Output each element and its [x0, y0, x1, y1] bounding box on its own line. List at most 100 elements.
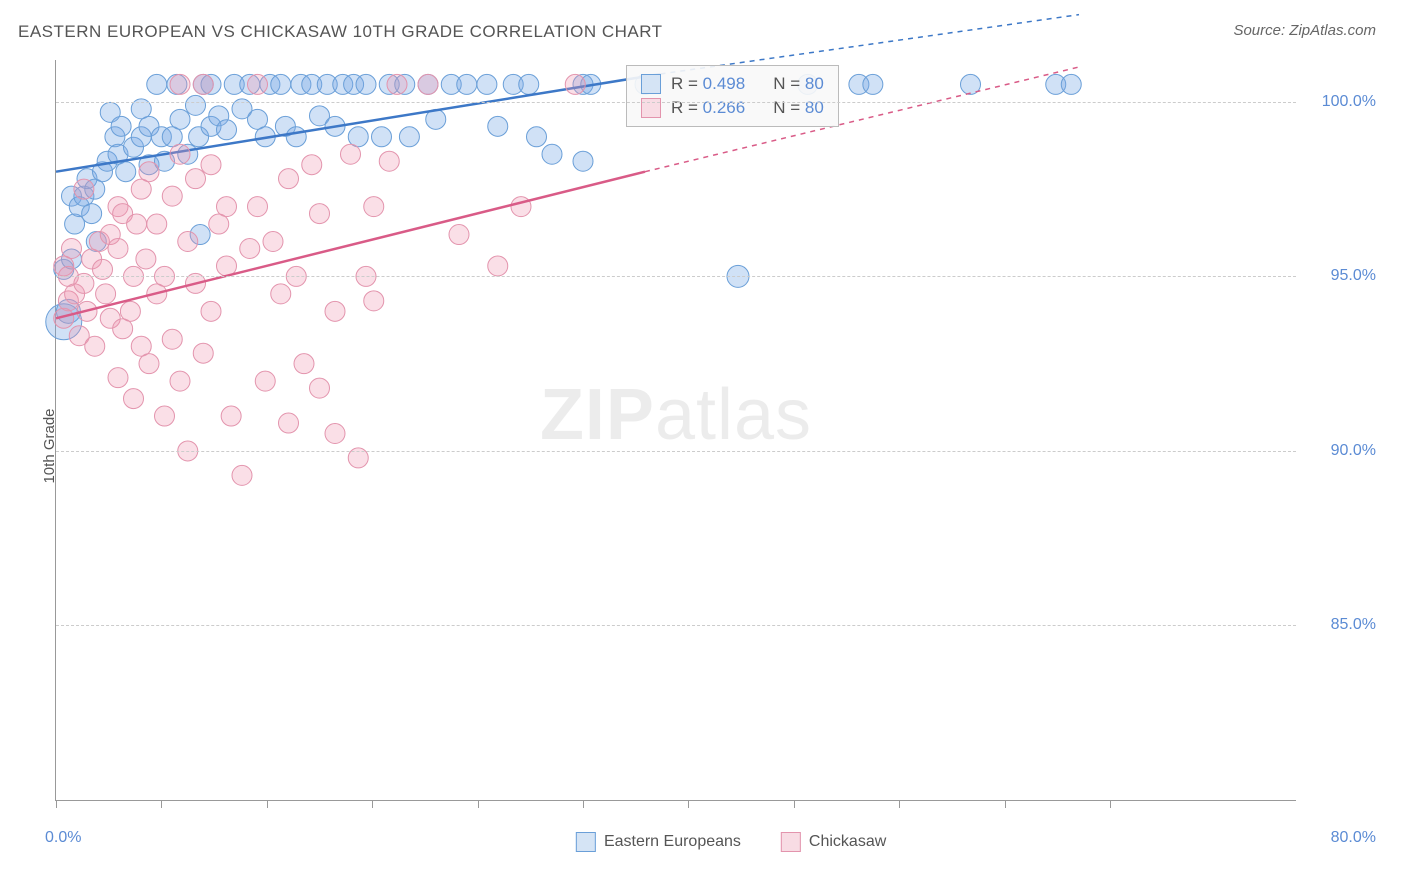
- scatter-point: [263, 232, 283, 252]
- scatter-point: [248, 197, 268, 217]
- scatter-point: [170, 109, 190, 129]
- x-tick: [899, 800, 900, 808]
- legend-swatch-1: [576, 832, 596, 852]
- scatter-point: [217, 197, 237, 217]
- y-tick-label: 90.0%: [1331, 442, 1376, 460]
- scatter-point: [116, 162, 136, 182]
- scatter-point: [399, 127, 419, 147]
- scatter-point: [186, 95, 206, 115]
- scatter-point: [201, 301, 221, 321]
- gridline-h: [56, 625, 1296, 626]
- scatter-point: [271, 284, 291, 304]
- scatter-point: [519, 74, 539, 94]
- scatter-point: [248, 74, 268, 94]
- scatter-point: [82, 204, 102, 224]
- legend-item-1: Eastern Europeans: [576, 832, 741, 852]
- scatter-point: [85, 336, 105, 356]
- scatter-point: [62, 238, 82, 258]
- scatter-point: [162, 329, 182, 349]
- scatter-point: [271, 74, 291, 94]
- scatter-point: [565, 74, 585, 94]
- chart-source: Source: ZipAtlas.com: [1233, 22, 1376, 39]
- scatter-point: [279, 169, 299, 189]
- scatter-point: [255, 371, 275, 391]
- y-tick-label: 100.0%: [1322, 93, 1376, 111]
- scatter-point: [279, 413, 299, 433]
- scatter-point: [217, 120, 237, 140]
- stats-row-1: R = 0.498 N = 80: [641, 72, 824, 96]
- gridline-h: [56, 451, 1296, 452]
- scatter-point: [372, 127, 392, 147]
- x-tick: [1005, 800, 1006, 808]
- scatter-point: [136, 249, 156, 269]
- scatter-point: [120, 301, 140, 321]
- scatter-point: [387, 74, 407, 94]
- x-axis-right-label: 80.0%: [1331, 829, 1376, 847]
- scatter-point: [127, 214, 147, 234]
- scatter-point: [364, 291, 384, 311]
- stats-row-2: R = 0.266 N = 80: [641, 96, 824, 120]
- scatter-point: [310, 378, 330, 398]
- stats-n-label-1: N = 80: [773, 74, 824, 94]
- scatter-point: [139, 162, 159, 182]
- scatter-point: [108, 368, 128, 388]
- x-tick: [1110, 800, 1111, 808]
- legend-item-2: Chickasaw: [781, 832, 886, 852]
- scatter-point: [170, 144, 190, 164]
- scatter-point: [325, 423, 345, 443]
- scatter-point: [863, 74, 883, 94]
- legend-label-1: Eastern Europeans: [604, 833, 741, 851]
- scatter-point: [193, 74, 213, 94]
- scatter-point: [542, 144, 562, 164]
- stats-swatch-1: [641, 74, 661, 94]
- scatter-point: [147, 214, 167, 234]
- scatter-point: [193, 343, 213, 363]
- scatter-point: [341, 144, 361, 164]
- scatter-point: [108, 238, 128, 258]
- scatter-point: [170, 371, 190, 391]
- scatter-point: [186, 169, 206, 189]
- scatter-point: [310, 204, 330, 224]
- scatter-point: [356, 74, 376, 94]
- stats-box: R = 0.498 N = 80 R = 0.266 N = 80: [626, 65, 839, 127]
- legend: Eastern Europeans Chickasaw: [576, 832, 886, 852]
- x-tick: [688, 800, 689, 808]
- scatter-point: [573, 151, 593, 171]
- scatter-point: [457, 74, 477, 94]
- chart-title: EASTERN EUROPEAN VS CHICKASAW 10TH GRADE…: [18, 22, 663, 42]
- scatter-point: [178, 232, 198, 252]
- scatter-point: [477, 74, 497, 94]
- scatter-point: [1061, 74, 1081, 94]
- x-tick: [56, 800, 57, 808]
- plot-svg: [56, 60, 1296, 800]
- scatter-point: [240, 238, 260, 258]
- scatter-point: [221, 406, 241, 426]
- correlation-chart: EASTERN EUROPEAN VS CHICKASAW 10TH GRADE…: [0, 0, 1406, 892]
- x-axis-left-label: 0.0%: [45, 829, 81, 847]
- plot-area: ZIPatlas R = 0.498 N = 80 R = 0.266 N = …: [55, 60, 1296, 801]
- scatter-point: [488, 256, 508, 276]
- x-tick: [794, 800, 795, 808]
- x-tick: [372, 800, 373, 808]
- gridline-h: [56, 102, 1296, 103]
- scatter-point: [155, 406, 175, 426]
- scatter-point: [379, 151, 399, 171]
- scatter-point: [162, 186, 182, 206]
- scatter-point: [418, 74, 438, 94]
- legend-swatch-2: [781, 832, 801, 852]
- scatter-point: [488, 116, 508, 136]
- x-tick: [161, 800, 162, 808]
- scatter-point: [65, 214, 85, 234]
- scatter-point: [364, 197, 384, 217]
- scatter-point: [170, 74, 190, 94]
- y-tick-label: 85.0%: [1331, 616, 1376, 634]
- stats-r-label-1: R = 0.498: [671, 74, 745, 94]
- legend-label-2: Chickasaw: [809, 833, 886, 851]
- scatter-point: [201, 155, 221, 175]
- scatter-point: [449, 225, 469, 245]
- scatter-point: [294, 354, 314, 374]
- scatter-point: [74, 179, 94, 199]
- scatter-point: [325, 301, 345, 321]
- y-tick-label: 95.0%: [1331, 267, 1376, 285]
- scatter-point: [232, 465, 252, 485]
